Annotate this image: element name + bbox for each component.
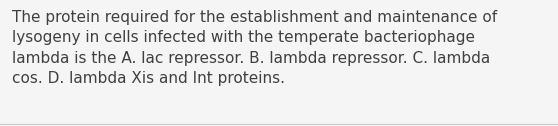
Text: The protein required for the establishment and maintenance of
lysogeny in cells : The protein required for the establishme… bbox=[12, 10, 497, 86]
